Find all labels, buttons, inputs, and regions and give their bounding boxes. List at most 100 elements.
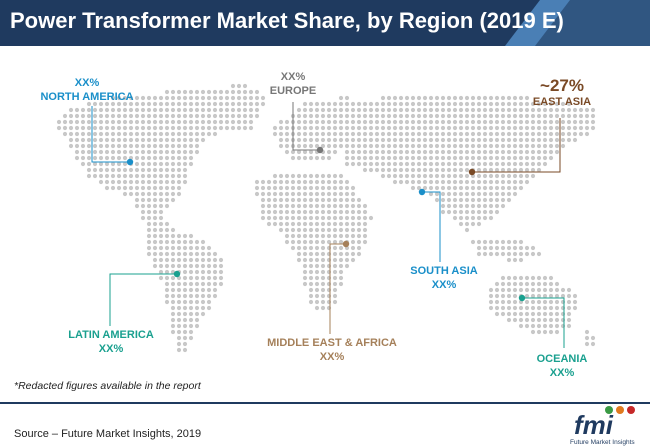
map-dot bbox=[404, 101, 410, 107]
map-dot bbox=[110, 113, 116, 119]
label-north-america: XX% NORTH AMERICA bbox=[32, 76, 142, 104]
map-dot bbox=[344, 107, 350, 113]
map-dot bbox=[110, 125, 116, 131]
map-dot bbox=[122, 131, 128, 137]
map-dot bbox=[314, 119, 320, 125]
map-dot bbox=[176, 167, 182, 173]
map-dot bbox=[356, 233, 362, 239]
map-dot bbox=[476, 137, 482, 143]
map-dot bbox=[158, 203, 164, 209]
map-dot bbox=[416, 143, 422, 149]
map-dot bbox=[338, 209, 344, 215]
map-dot bbox=[56, 119, 62, 125]
map-dot bbox=[536, 119, 542, 125]
map-dot bbox=[386, 143, 392, 149]
map-dot bbox=[164, 257, 170, 263]
map-dot bbox=[314, 245, 320, 251]
map-dot bbox=[98, 113, 104, 119]
map-dot bbox=[152, 209, 158, 215]
map-dot bbox=[164, 89, 170, 95]
map-dot bbox=[164, 155, 170, 161]
map-dot bbox=[332, 125, 338, 131]
map-dot bbox=[206, 305, 212, 311]
map-dot bbox=[512, 317, 518, 323]
map-dots bbox=[56, 83, 596, 353]
map-dot bbox=[182, 149, 188, 155]
map-dot bbox=[476, 161, 482, 167]
map-dot bbox=[146, 113, 152, 119]
map-dot bbox=[344, 227, 350, 233]
map-dot bbox=[410, 95, 416, 101]
map-dot bbox=[200, 305, 206, 311]
map-dot bbox=[530, 155, 536, 161]
map-dot bbox=[116, 179, 122, 185]
map-dot bbox=[284, 215, 290, 221]
map-dot bbox=[164, 185, 170, 191]
map-dot bbox=[458, 215, 464, 221]
map-dot bbox=[500, 185, 506, 191]
map-dot bbox=[488, 95, 494, 101]
map-dot bbox=[296, 137, 302, 143]
map-dot bbox=[470, 239, 476, 245]
map-dot bbox=[512, 299, 518, 305]
map-dot bbox=[128, 149, 134, 155]
map-dot bbox=[314, 221, 320, 227]
map-dot bbox=[170, 179, 176, 185]
map-dot bbox=[296, 107, 302, 113]
map-dot bbox=[380, 149, 386, 155]
map-dot bbox=[290, 173, 296, 179]
map-dot bbox=[572, 131, 578, 137]
map-dot bbox=[566, 113, 572, 119]
map-dot bbox=[350, 101, 356, 107]
map-dot bbox=[380, 125, 386, 131]
map-dot bbox=[572, 137, 578, 143]
map-dot bbox=[470, 191, 476, 197]
map-dot bbox=[416, 107, 422, 113]
map-dot bbox=[524, 305, 530, 311]
map-dot bbox=[362, 149, 368, 155]
map-dot bbox=[134, 131, 140, 137]
map-dot bbox=[362, 221, 368, 227]
map-dot bbox=[164, 293, 170, 299]
map-dot bbox=[170, 95, 176, 101]
map-dot bbox=[518, 257, 524, 263]
map-dot bbox=[74, 143, 80, 149]
map-dot bbox=[392, 155, 398, 161]
map-dot bbox=[542, 281, 548, 287]
map-dot bbox=[356, 155, 362, 161]
label-oceania: OCEANIA XX% bbox=[524, 352, 600, 380]
map-dot bbox=[566, 125, 572, 131]
map-dot bbox=[146, 221, 152, 227]
map-dot bbox=[338, 173, 344, 179]
map-dot bbox=[500, 293, 506, 299]
map-dot bbox=[212, 251, 218, 257]
map-dot bbox=[488, 299, 494, 305]
map-dot bbox=[194, 101, 200, 107]
map-dot bbox=[530, 245, 536, 251]
map-dot bbox=[482, 125, 488, 131]
map-dot bbox=[188, 323, 194, 329]
map-dot bbox=[260, 185, 266, 191]
map-dot bbox=[434, 113, 440, 119]
map-dot bbox=[524, 275, 530, 281]
map-dot bbox=[146, 227, 152, 233]
map-dot bbox=[536, 317, 542, 323]
map-dot bbox=[248, 95, 254, 101]
map-dot bbox=[518, 281, 524, 287]
map-dot bbox=[452, 125, 458, 131]
map-dot bbox=[416, 161, 422, 167]
map-dot bbox=[74, 107, 80, 113]
map-dot bbox=[494, 251, 500, 257]
map-dot bbox=[518, 107, 524, 113]
map-dot bbox=[332, 179, 338, 185]
map-dot bbox=[140, 173, 146, 179]
map-dot bbox=[140, 203, 146, 209]
map-dot bbox=[146, 173, 152, 179]
map-dot bbox=[524, 167, 530, 173]
latin-america-marker bbox=[173, 270, 181, 278]
map-dot bbox=[404, 167, 410, 173]
map-dot bbox=[362, 167, 368, 173]
map-dot bbox=[308, 281, 314, 287]
map-dot bbox=[464, 191, 470, 197]
map-dot bbox=[296, 179, 302, 185]
